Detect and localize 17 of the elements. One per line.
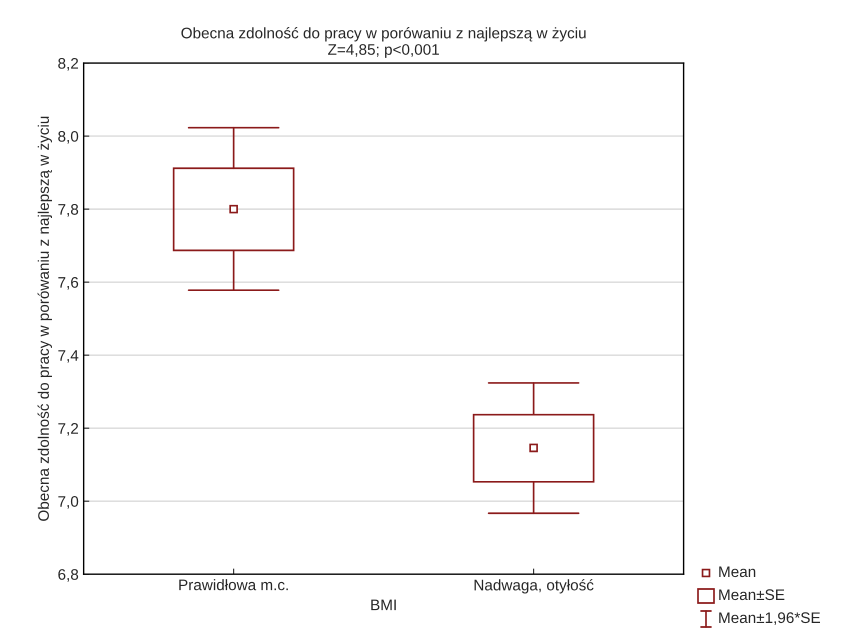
y-tick-label: 7,6	[58, 277, 78, 290]
y-tick-label: 7,0	[58, 496, 78, 509]
x-tick-label: Nadwaga, otyłość	[474, 579, 594, 594]
y-tick-label: 8,2	[58, 58, 78, 71]
y-axis-title: Obecna zdolność do pracy w porówaniu z najlepszą w życiu	[38, 116, 52, 521]
text: Mean	[719, 566, 756, 578]
chart-subtitle: Z=4,85; p<0,001	[328, 44, 439, 58]
y-tick-label: 7,4	[58, 350, 78, 363]
y-tick-label: 8,0	[58, 130, 78, 144]
x-tick-label: Prawidłowa m.c.	[179, 579, 288, 590]
text: Mean±SE	[719, 589, 784, 600]
x-axis-title: BMI	[371, 600, 396, 610]
y-tick-label: 7,8	[58, 204, 78, 217]
chart-title: Obecna zdolność do pracy w porówaniu z najlepszą w życiu	[181, 27, 586, 42]
text: Mean±1,96*SE	[719, 612, 820, 625]
y-tick-label: 6,8	[58, 569, 78, 582]
y-tick-label: 7,2	[58, 423, 78, 436]
